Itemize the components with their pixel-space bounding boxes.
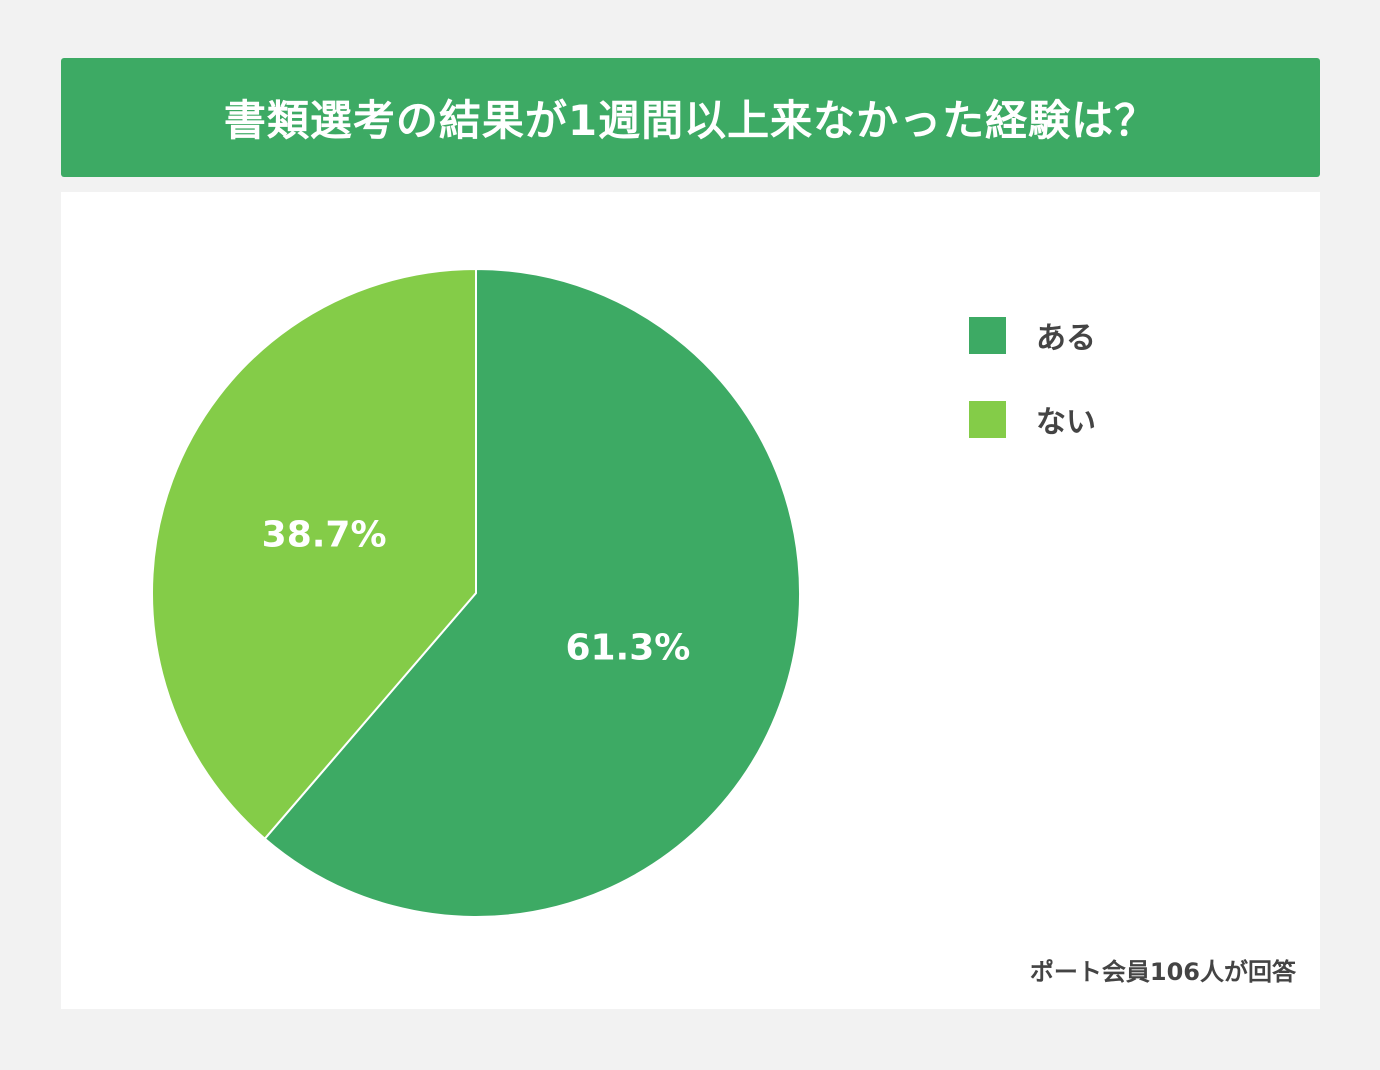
respondent-note: ポート会員106人が回答 (1029, 958, 1296, 986)
pie-slice-nai (151, 267, 477, 841)
pie-labels: 61.3% 38.7% (262, 515, 691, 669)
pie-slices (151, 267, 801, 918)
legend-item-nai: ない (969, 400, 1096, 440)
legend-label-aru: ある (1036, 321, 1096, 356)
chart-panel: 61.3% 38.7% ある ない ポート会員106人が回答 (61, 192, 1320, 1009)
slice-value-label-aru: 61.3% (565, 627, 690, 668)
chart-title: 書類選考の結果が1週間以上来なかった経験は？ (223, 96, 1158, 145)
legend: ある ない (969, 316, 1096, 484)
legend-swatch-aru (969, 316, 1006, 354)
pie-chart: 61.3% 38.7% (151, 267, 801, 918)
legend-label-nai: ない (1036, 405, 1096, 440)
legend-item-aru: ある (969, 316, 1096, 356)
pie-slice-aru (263, 267, 801, 918)
slice-value-label-nai: 38.7% (262, 515, 387, 556)
title-banner: 書類選考の結果が1週間以上来なかった経験は？ (61, 58, 1320, 177)
legend-swatch-nai (969, 400, 1006, 438)
